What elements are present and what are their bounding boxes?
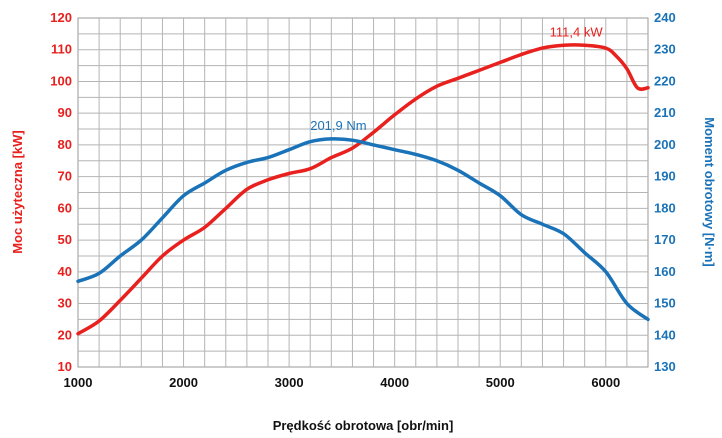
y-tick-label-right: 150 (654, 296, 676, 311)
y-axis-title-left: Moc użyteczna [kW] (10, 130, 25, 254)
y-tick-label-left: 110 (51, 42, 72, 57)
annotations: 111,4 kW 201,9 Nm (310, 24, 603, 133)
x-tick-label: 4000 (380, 375, 409, 390)
y-tick-label-right: 220 (654, 73, 676, 88)
series-lines (76, 43, 650, 336)
y-tick-label-right: 210 (654, 105, 676, 120)
y-tick-label-right: 230 (654, 42, 676, 57)
y-tick-label-left: 90 (58, 105, 72, 120)
y-tick-label-right: 240 (654, 10, 676, 25)
tick-labels: 10 20 30 40 50 60 70 80 90 100 110 120 130 140 150 160 1… (50, 10, 675, 390)
y-tick-label-left: 100 (50, 73, 72, 88)
y-tick-label-right: 200 (654, 137, 676, 152)
power-max-label: 111,4 kW (550, 24, 604, 39)
x-tick-label: 2000 (169, 375, 198, 390)
y-tick-label-right: 190 (654, 169, 676, 184)
torque-line (76, 137, 650, 322)
y-tick-label-right: 180 (654, 200, 676, 215)
y-tick-label-left: 50 (58, 232, 72, 247)
x-tick-label: 1000 (64, 375, 93, 390)
power-line (76, 43, 650, 336)
grid (78, 18, 648, 367)
y-tick-label-left: 40 (58, 264, 72, 279)
y-tick-label-left: 20 (58, 327, 72, 342)
y-tick-label-left: 60 (58, 200, 72, 215)
x-tick-label: 6000 (591, 375, 620, 390)
y-tick-label-left: 30 (58, 296, 72, 311)
y-tick-label-left: 120 (50, 10, 72, 25)
y-tick-label-right: 170 (654, 232, 676, 247)
y-tick-label-right: 160 (654, 264, 676, 279)
y-tick-label-right: 140 (654, 327, 676, 342)
y-axis-title-right: Moment obrotowy [N·m] (702, 117, 717, 266)
y-tick-label-left: 10 (58, 359, 72, 374)
x-axis-title: Prędkość obrotowa [obr/min] (273, 418, 454, 433)
x-tick-label: 3000 (275, 375, 304, 390)
torque-max-label: 201,9 Nm (310, 118, 366, 133)
y-tick-label-left: 80 (58, 137, 72, 152)
y-tick-label-right: 130 (654, 359, 676, 374)
y-tick-label-left: 70 (58, 169, 72, 184)
x-tick-label: 5000 (486, 375, 515, 390)
